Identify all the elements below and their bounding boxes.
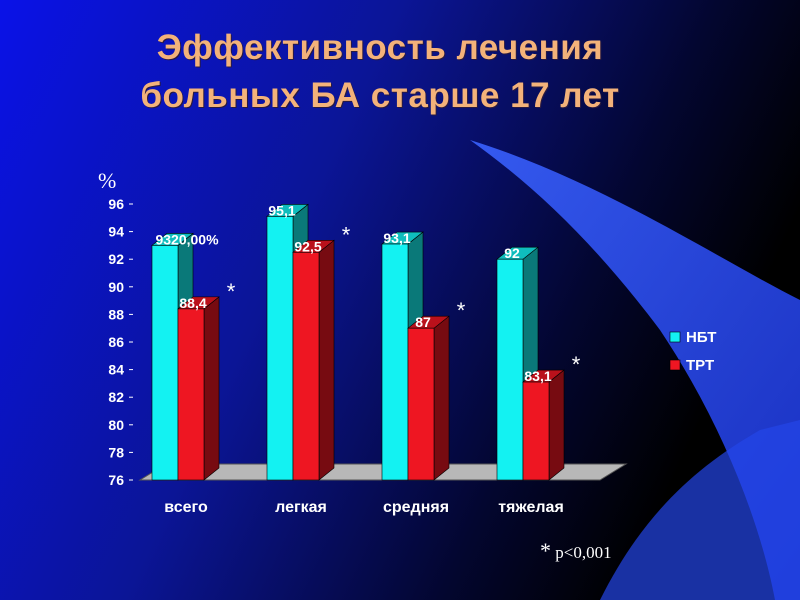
legend-label: ТРТ [686, 357, 714, 374]
x-tick-label: легкая [275, 499, 327, 516]
significance-marker: * [572, 352, 581, 377]
y-tick-label: 90 [108, 279, 124, 295]
data-label: 92 [504, 245, 520, 261]
bar-side [203, 296, 220, 481]
bar-side [318, 239, 335, 481]
footnote-text: p<0,001 [551, 543, 612, 562]
bar [266, 216, 294, 481]
bar [151, 245, 179, 481]
data-label: 95,1 [268, 202, 295, 218]
y-axis-unit-label: % [98, 168, 117, 193]
data-label: 88,4 [179, 295, 206, 311]
bar-side [433, 315, 450, 481]
y-tick-label: 92 [108, 251, 124, 267]
y-tick-label: 96 [108, 196, 124, 212]
bar [496, 258, 524, 481]
y-tick-label: 84 [108, 362, 124, 378]
bar [177, 308, 205, 481]
data-label: 92,5 [294, 238, 321, 254]
bar-side [548, 369, 565, 481]
bar [381, 243, 409, 481]
y-tick-label: 76 [108, 472, 124, 488]
y-tick-label: 94 [108, 224, 124, 240]
y-tick-label: 78 [108, 444, 124, 460]
data-label: 87 [415, 314, 431, 330]
legend-label: НБТ [686, 329, 716, 346]
footnote: * p<0,001 [540, 538, 612, 564]
legend-swatch [669, 359, 681, 371]
legend-swatch [669, 331, 681, 343]
y-tick-label: 86 [108, 334, 124, 350]
significance-marker: * [342, 222, 351, 247]
data-label: 93,1 [383, 230, 410, 246]
bar [407, 327, 435, 481]
significance-marker: * [457, 298, 466, 323]
y-tick-label: 82 [108, 389, 124, 405]
data-label: 83,1 [524, 368, 551, 384]
y-tick-label: 80 [108, 417, 124, 433]
y-tick-label: 88 [108, 306, 124, 322]
significance-marker: * [227, 279, 236, 304]
bar [292, 252, 320, 481]
x-tick-label: средняя [383, 499, 449, 516]
x-tick-label: тяжелая [498, 499, 564, 516]
slide-title-line-1: Эффективность лечения [156, 28, 604, 67]
bar [522, 381, 550, 481]
footnote-marker: * [540, 538, 551, 563]
data-label: 9320,00% [155, 231, 219, 247]
slide-title-line-2: больных БА старше 17 лет [140, 76, 620, 115]
x-tick-label: всего [164, 499, 208, 516]
